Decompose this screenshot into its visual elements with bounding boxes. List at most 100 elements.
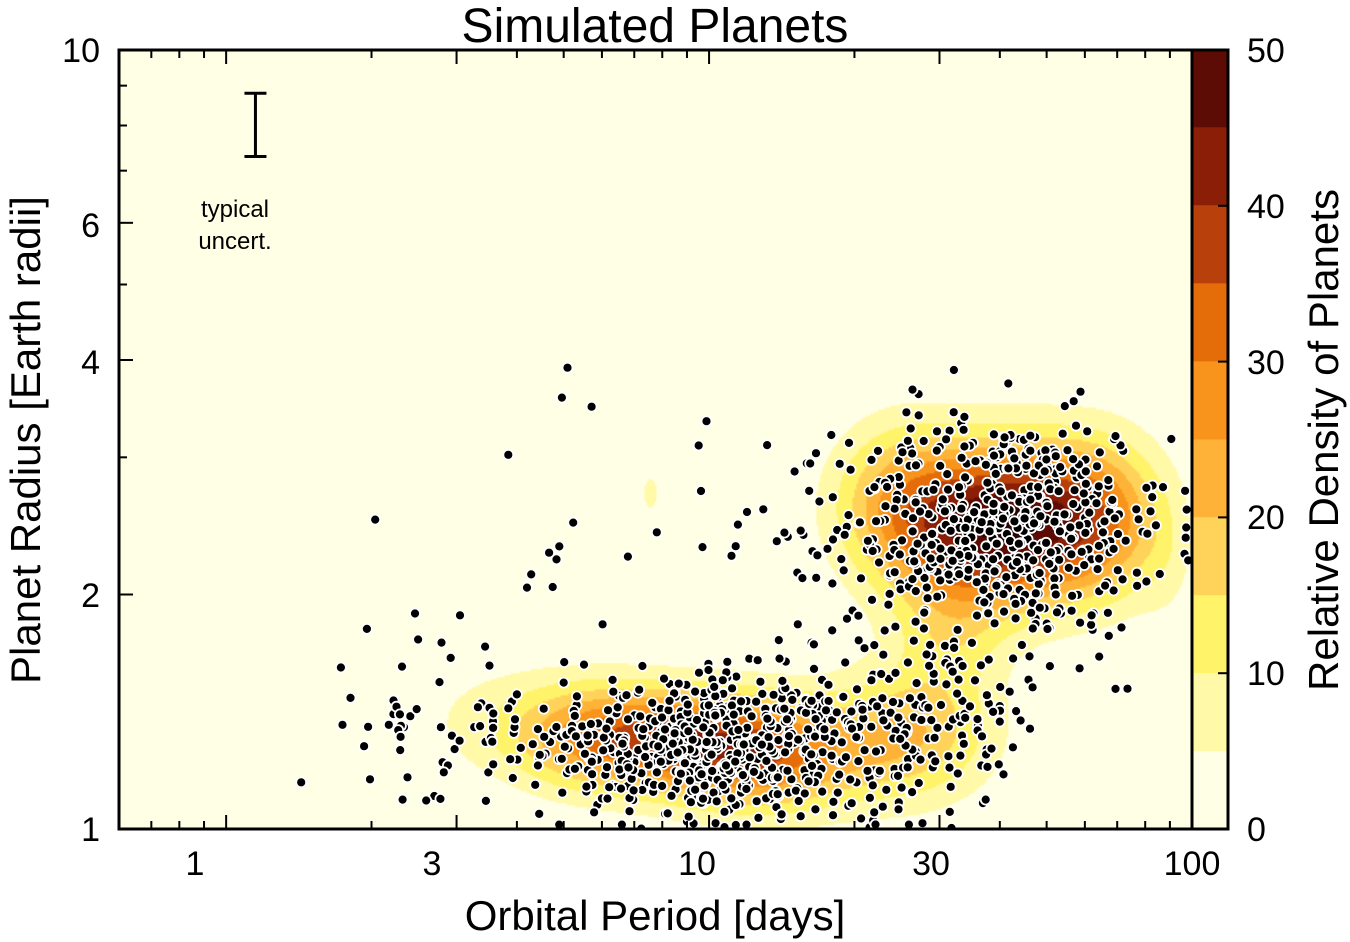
planet-point-210 xyxy=(689,685,701,698)
planet-point-1275 xyxy=(856,703,869,716)
planet-point-881 xyxy=(796,572,809,584)
planet-point-1113 xyxy=(1093,446,1106,459)
planet-point-908 xyxy=(931,425,943,438)
planet-point-1211 xyxy=(923,659,935,672)
planet-point-532 xyxy=(732,724,745,736)
planet-point-1339 xyxy=(437,766,450,779)
planet-point-1381 xyxy=(893,548,906,561)
planet-point-778 xyxy=(1157,481,1169,494)
planet-point-1078 xyxy=(989,467,1002,480)
planet-point-436 xyxy=(827,809,839,822)
planet-point-1142 xyxy=(914,505,926,518)
planet-point-912 xyxy=(1006,489,1018,502)
planet-point-1280 xyxy=(892,803,905,816)
planet-point-567 xyxy=(840,751,852,764)
planet-point-1041 xyxy=(1049,588,1062,601)
planet-point-1004 xyxy=(833,457,846,470)
planet-point-1094 xyxy=(882,598,895,611)
planet-point-1373 xyxy=(906,383,919,396)
planet-point-1085 xyxy=(1008,452,1021,465)
planet-point-533 xyxy=(656,711,668,724)
planet-point-1358 xyxy=(994,485,1007,498)
planet-point-264 xyxy=(579,747,591,760)
planet-point-1305 xyxy=(509,713,521,726)
planet-point-1107 xyxy=(1079,465,1092,478)
uncertainty-annotation: typical uncert. xyxy=(198,91,272,255)
planet-point-1365 xyxy=(553,540,566,553)
planet-point-503 xyxy=(654,755,667,768)
planet-point-317 xyxy=(569,762,581,775)
planet-point-1184 xyxy=(808,663,820,675)
planet-point-537 xyxy=(675,767,687,780)
planet-point-563 xyxy=(771,771,784,784)
planet-point-1416 xyxy=(1067,453,1079,466)
planet-point-1420 xyxy=(543,546,555,559)
planet-point-1407 xyxy=(502,702,515,715)
planet-point-1122 xyxy=(1040,453,1053,466)
planet-point-305 xyxy=(750,695,762,708)
planet-point-88 xyxy=(651,766,663,779)
planet-point-461 xyxy=(725,792,738,805)
planet-point-1354 xyxy=(918,622,930,635)
planet-point-612 xyxy=(1016,639,1028,651)
planet-point-768 xyxy=(1132,513,1145,526)
planet-point-1427 xyxy=(925,714,938,726)
planet-point-524 xyxy=(775,808,788,821)
planet-point-644 xyxy=(843,436,855,449)
planet-point-1380 xyxy=(872,444,884,457)
planet-point-920 xyxy=(1061,444,1074,457)
planet-point-519 xyxy=(750,795,763,808)
planet-point-663 xyxy=(955,451,968,464)
planet-point-1346 xyxy=(434,793,447,805)
planet-point-1118 xyxy=(1130,503,1143,516)
planet-point-1287 xyxy=(868,806,881,819)
planet-point-1135 xyxy=(1052,485,1065,498)
planet-point-1134 xyxy=(1033,567,1046,579)
planet-point-1415 xyxy=(841,612,853,625)
colorbar-band-45 xyxy=(1192,50,1228,128)
planet-point-1309 xyxy=(433,676,446,688)
planet-point-1265 xyxy=(981,761,994,773)
planet-point-979 xyxy=(1090,497,1103,510)
planet-point-1361 xyxy=(561,361,574,374)
planet-point-1208 xyxy=(818,723,831,736)
planet-point-1101 xyxy=(1011,556,1023,568)
planet-point-756 xyxy=(920,581,933,594)
planet-point-424 xyxy=(601,761,613,774)
planet-point-579 xyxy=(880,783,893,796)
planet-point-790 xyxy=(1180,521,1192,534)
planet-point-910 xyxy=(810,447,822,460)
planet-point-1081 xyxy=(1107,543,1120,555)
planet-point-1296 xyxy=(483,659,496,672)
planet-point-1331 xyxy=(506,772,519,784)
planet-point-1399 xyxy=(1023,650,1036,663)
planet-point-1009 xyxy=(981,476,994,489)
planet-point-1066 xyxy=(1054,461,1067,474)
planet-point-1352 xyxy=(650,526,663,539)
planet-point-583 xyxy=(652,740,665,753)
planet-point-343 xyxy=(794,810,807,823)
planet-point-488 xyxy=(679,757,691,770)
planet-point-1159 xyxy=(951,767,964,780)
planet-point-1057 xyxy=(1008,515,1021,528)
planet-point-1127 xyxy=(1048,515,1061,528)
planet-point-734 xyxy=(1153,568,1166,580)
planet-point-636 xyxy=(825,429,838,441)
planet-point-278 xyxy=(514,742,527,754)
planet-point-731 xyxy=(852,634,865,647)
planet-point-1271 xyxy=(988,565,1001,578)
planet-point-1276 xyxy=(935,699,947,711)
planet-point-996 xyxy=(1051,606,1063,619)
planet-point-883 xyxy=(1180,503,1192,516)
planet-point-1080 xyxy=(1078,559,1091,571)
colorbar-tick-label-20: 20 xyxy=(1247,499,1285,537)
planet-point-1404 xyxy=(521,581,533,594)
planet-point-1345 xyxy=(336,718,349,731)
planet-point-812 xyxy=(904,422,917,435)
planet-point-1138 xyxy=(862,534,874,547)
planet-point-1115 xyxy=(927,483,940,496)
planet-point-1376 xyxy=(1093,650,1106,663)
planet-point-1215 xyxy=(869,818,882,829)
planet-point-1332 xyxy=(474,720,487,732)
planet-point-758 xyxy=(912,409,925,422)
